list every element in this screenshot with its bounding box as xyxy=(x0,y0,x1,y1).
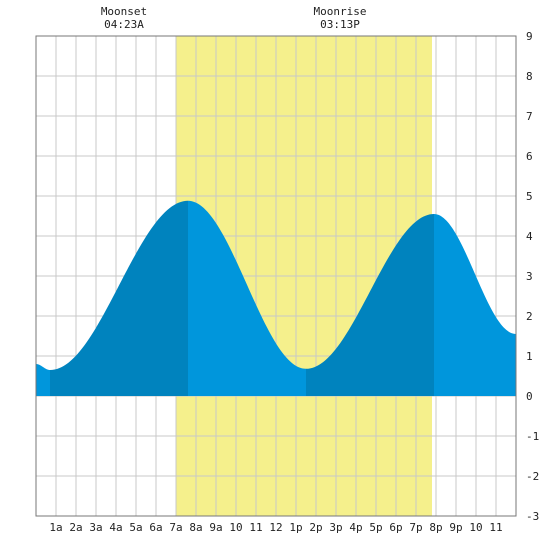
y-tick-label: 1 xyxy=(526,350,533,363)
moon-event-name: Moonrise xyxy=(314,5,367,18)
x-tick-label: 10 xyxy=(229,521,242,534)
x-tick-label: 11 xyxy=(489,521,502,534)
y-tick-label: 9 xyxy=(526,30,533,43)
x-tick-label: 6p xyxy=(389,521,402,534)
x-tick-label: 4a xyxy=(109,521,122,534)
moon-event-name: Moonset xyxy=(101,5,147,18)
tide-area-rising xyxy=(50,200,188,396)
y-tick-label: -1 xyxy=(526,430,539,443)
x-tick-label: 2a xyxy=(69,521,82,534)
x-tick-label: 1a xyxy=(49,521,62,534)
x-tick-label: 8a xyxy=(189,521,202,534)
x-tick-label: 7p xyxy=(409,521,422,534)
x-tick-label: 11 xyxy=(249,521,262,534)
y-tick-label: 5 xyxy=(526,190,533,203)
x-tick-label: 8p xyxy=(429,521,442,534)
x-tick-label: 2p xyxy=(309,521,322,534)
x-tick-label: 12 xyxy=(269,521,282,534)
x-tick-label: 3a xyxy=(89,521,102,534)
y-tick-label: -2 xyxy=(526,470,539,483)
y-tick-labels: -3 -2 -1 0 1 2 3 4 5 6 7 8 9 xyxy=(526,30,539,523)
moon-event-time: 03:13P xyxy=(320,18,360,31)
x-tick-label: 5p xyxy=(369,521,382,534)
tide-area-rising xyxy=(306,214,434,396)
x-tick-label: 6a xyxy=(149,521,162,534)
x-tick-label: 7a xyxy=(169,521,182,534)
x-tick-label: 3p xyxy=(329,521,342,534)
moon-event-time: 04:23A xyxy=(104,18,144,31)
tide-area-falling xyxy=(36,364,50,396)
y-tick-label: -3 xyxy=(526,510,539,523)
y-tick-label: 4 xyxy=(526,230,533,243)
y-tick-label: 7 xyxy=(526,110,533,123)
x-tick-label: 1p xyxy=(289,521,302,534)
plot-frame xyxy=(35,35,517,517)
y-tick-label: 3 xyxy=(526,270,533,283)
x-tick-label: 4p xyxy=(349,521,362,534)
tide-area-layer xyxy=(36,200,516,396)
x-tick-label: 9a xyxy=(209,521,222,534)
y-tick-label: 0 xyxy=(526,390,533,403)
y-tick-label: 8 xyxy=(526,70,533,83)
y-tick-label: 2 xyxy=(526,310,533,323)
x-tick-label: 10 xyxy=(469,521,482,534)
tide-area-falling xyxy=(188,200,306,396)
y-tick-label: 6 xyxy=(526,150,533,163)
tide-area-falling xyxy=(434,214,516,396)
x-tick-label: 9p xyxy=(449,521,462,534)
x-tick-label: 5a xyxy=(129,521,142,534)
x-tick-labels: 1a 2a 3a 4a 5a 6a 7a 8a 9a 10 11 12 1p 2p 3p 4p 5p 6p 7p 8p… xyxy=(49,521,502,534)
